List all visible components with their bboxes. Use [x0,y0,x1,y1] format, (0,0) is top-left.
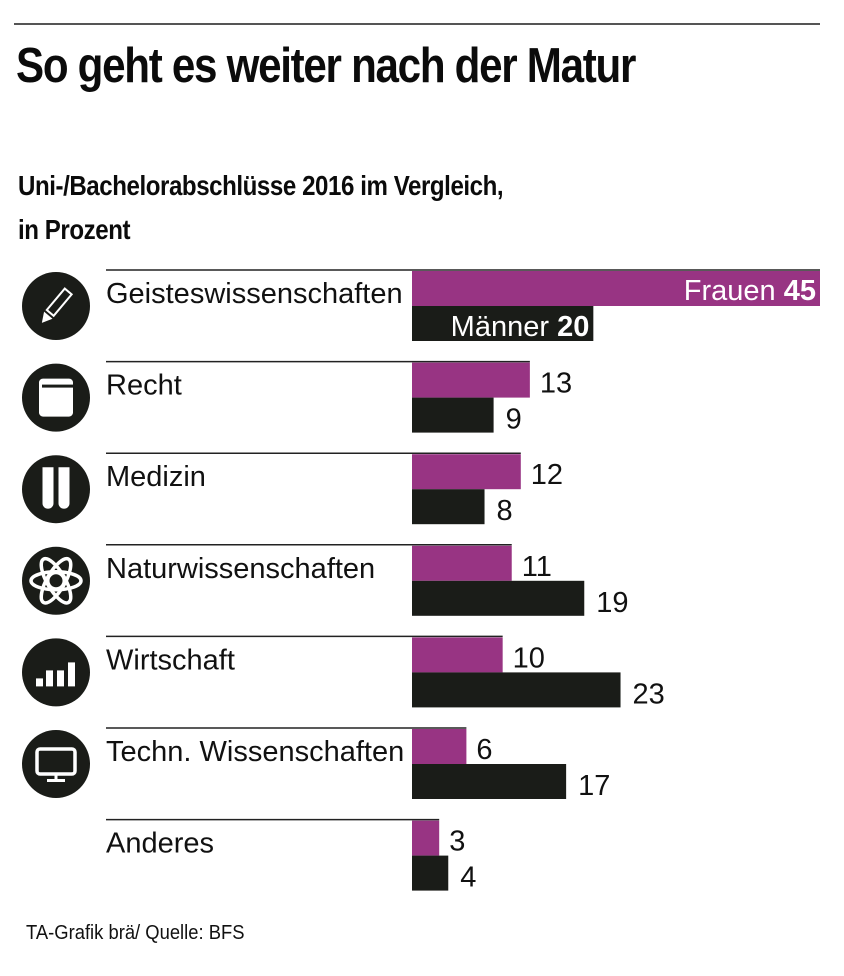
bar-women [412,729,467,764]
series-value-men: 20 [557,311,589,343]
bar-women [412,271,820,306]
test-tubes-icon [22,455,90,524]
icon-circle [22,638,90,707]
chart-title: So geht es weiter nach der Matur [16,39,636,93]
bar-women [412,820,440,856]
series-value-women: 45 [784,275,816,307]
series-name-women: Frauen [684,275,784,307]
bar-women [412,454,521,490]
bar-men [412,672,621,708]
value-label-women: 12 [531,459,563,491]
value-label-men: 9 [506,404,522,436]
chart-row: Recht 13 9 [22,360,572,436]
value-label-men: 17 [578,770,610,802]
bar-chart-icon [22,638,90,707]
bar-men [412,580,585,616]
value-label-women: 13 [540,368,572,400]
value-label-women: Frauen 45 [684,275,816,307]
bar-men [412,855,449,891]
bar-men [412,764,567,799]
category-label: Naturwissenschaften [106,553,375,585]
book-icon [22,363,90,432]
icon-circle [22,730,90,798]
value-label-men: 4 [460,862,476,894]
chart-row: Medizin 12 8 [22,452,563,527]
chart-row: Wirtschaft 10 23 [22,635,665,710]
bar-women [412,545,512,581]
subtitle-line-2: in Prozent [18,214,131,245]
bar-men [412,489,485,525]
top-rule [14,23,820,25]
value-label-women: 3 [449,826,465,858]
value-label-men: 19 [596,587,628,619]
category-label: Wirtschaft [106,644,235,676]
series-name-men: Männer [451,311,550,343]
chart-subtitle: Uni-/Bachelorabschlüsse 2016 im Vergleic… [18,164,504,252]
icon-circle [22,455,90,524]
value-label-men: 23 [633,678,665,710]
subtitle-line-1: Uni-/Bachelorabschlüsse 2016 im Vergleic… [18,170,504,201]
value-label-women: 6 [476,734,492,766]
chart-row: Geisteswissenschaften Frauen 45 Männer 20 [22,269,820,343]
category-label: Recht [106,370,182,402]
monitor-icon [22,730,90,798]
bar-women [412,362,530,398]
value-label-women: 11 [522,551,552,583]
category-label: Anderes [106,828,214,860]
value-label-men: 8 [497,495,513,527]
category-label: Geisteswissenschaften [106,278,403,310]
source-credit: TA-Grafik brä/ Quelle: BFS [26,922,245,944]
pencil-icon [22,272,90,340]
chart-row: Anderes 3 4 [106,818,476,894]
value-label-women: 10 [513,642,545,674]
bar-men [412,306,594,341]
chart-row: Techn. Wissenschaften 6 17 [22,727,610,802]
category-label: Medizin [106,461,206,493]
bar-women [412,637,503,673]
atom-icon [22,546,90,615]
category-label: Techn. Wissenschaften [106,736,404,768]
value-label-men: Männer 20 [451,311,590,343]
bar-men [412,397,494,433]
chart-row: Naturwissenschaften 11 19 [22,544,629,619]
pencil-glyph [41,287,74,323]
